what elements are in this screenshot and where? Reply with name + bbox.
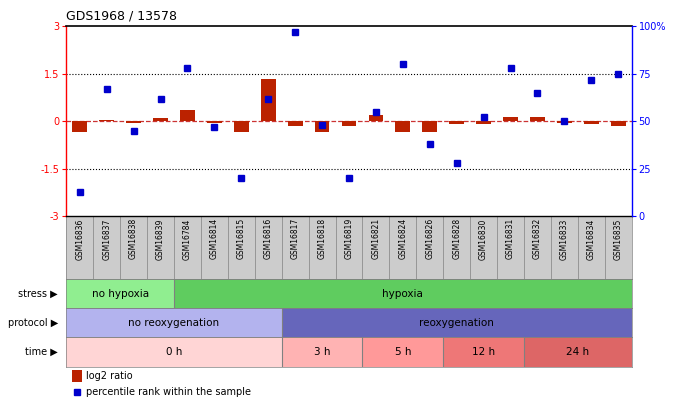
Text: GSM16826: GSM16826 [425, 218, 434, 260]
Bar [422, 122, 437, 132]
Text: GSM16818: GSM16818 [318, 218, 327, 259]
Text: time ▶: time ▶ [25, 347, 58, 357]
Text: GSM16814: GSM16814 [210, 218, 219, 260]
Bar [524, 337, 632, 367]
Text: log2 ratio: log2 ratio [86, 371, 133, 381]
Bar [584, 122, 599, 124]
Text: percentile rank within the sample: percentile rank within the sample [86, 387, 251, 397]
Bar [362, 337, 443, 367]
Bar [557, 122, 572, 123]
Bar [180, 110, 195, 122]
Bar [315, 122, 329, 132]
Text: GSM16828: GSM16828 [452, 218, 461, 259]
Text: 24 h: 24 h [566, 347, 589, 357]
Text: GSM16838: GSM16838 [129, 218, 138, 260]
Text: 0 h: 0 h [166, 347, 182, 357]
Bar [234, 122, 248, 132]
Bar [341, 122, 357, 126]
Text: GSM16819: GSM16819 [345, 218, 353, 260]
Text: GDS1968 / 13578: GDS1968 / 13578 [66, 10, 177, 23]
Text: GSM16839: GSM16839 [156, 218, 165, 260]
Bar [174, 279, 632, 308]
Bar [126, 122, 141, 123]
Text: hypoxia: hypoxia [383, 289, 423, 298]
Bar [282, 337, 362, 367]
Text: stress ▶: stress ▶ [18, 289, 58, 298]
Bar [72, 370, 82, 382]
Bar [476, 122, 491, 124]
Bar [443, 337, 524, 367]
Text: GSM16815: GSM16815 [237, 218, 246, 260]
Bar [153, 118, 168, 122]
Bar [369, 115, 383, 122]
Bar [450, 122, 464, 124]
Text: GSM16830: GSM16830 [479, 218, 488, 260]
Text: GSM16784: GSM16784 [183, 218, 192, 260]
Bar [207, 122, 222, 123]
Text: 3 h: 3 h [314, 347, 330, 357]
Text: GSM16834: GSM16834 [587, 218, 596, 260]
Text: GSM16824: GSM16824 [399, 218, 408, 260]
Bar [66, 279, 174, 308]
Bar [503, 117, 518, 121]
Text: reoxygenation: reoxygenation [419, 318, 494, 328]
Bar [73, 122, 87, 132]
Bar [282, 308, 632, 337]
Bar [530, 117, 545, 121]
Text: GSM16835: GSM16835 [614, 218, 623, 260]
Text: GSM16832: GSM16832 [533, 218, 542, 260]
Text: 12 h: 12 h [472, 347, 495, 357]
Text: GSM16837: GSM16837 [102, 218, 111, 260]
Bar [99, 120, 114, 122]
Text: GSM16817: GSM16817 [290, 218, 299, 260]
Text: GSM16831: GSM16831 [506, 218, 515, 260]
Text: GSM16836: GSM16836 [75, 218, 84, 260]
Text: GSM16816: GSM16816 [264, 218, 273, 260]
Bar [396, 122, 410, 132]
Text: GSM16821: GSM16821 [371, 218, 380, 259]
Text: 5 h: 5 h [394, 347, 411, 357]
Text: protocol ▶: protocol ▶ [8, 318, 58, 328]
Bar [66, 308, 282, 337]
Bar [261, 79, 276, 122]
Bar [611, 122, 625, 126]
Text: GSM16833: GSM16833 [560, 218, 569, 260]
Bar [288, 122, 302, 126]
Bar [66, 337, 282, 367]
Text: no reoxygenation: no reoxygenation [128, 318, 220, 328]
Text: no hypoxia: no hypoxia [91, 289, 149, 298]
